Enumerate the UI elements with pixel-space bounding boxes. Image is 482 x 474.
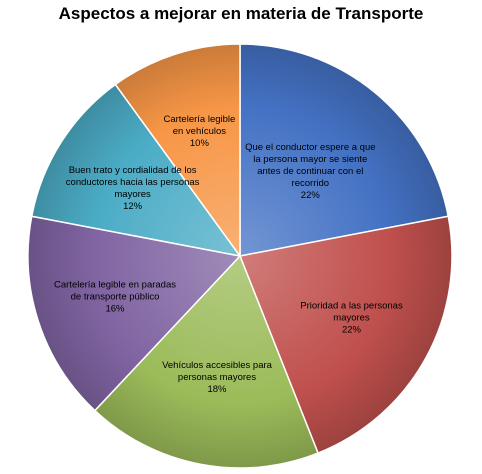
- slice-label-line: mayores: [114, 189, 151, 200]
- slice-label-line: antes de continuar con el: [257, 166, 363, 177]
- pie-slices: [27, 43, 453, 469]
- slice-percent: 22%: [301, 190, 321, 201]
- slice-label-line: Cartelería legible: [163, 114, 235, 125]
- slice-label-line: de transporte público: [71, 292, 160, 303]
- pie-slice: [93, 254, 320, 469]
- pie-slice: [27, 215, 242, 412]
- pie-slice: [30, 83, 242, 258]
- slice-label-line: la persona mayor se siente: [253, 154, 367, 165]
- slice-label-line: en vehículos: [173, 126, 227, 137]
- slice-percent: 12%: [123, 201, 143, 212]
- pie-slice: [239, 43, 450, 257]
- slice-label-line: Que el conductor espere a que: [245, 142, 375, 153]
- slice-label: Cartelería legible en vehículos 10%: [163, 114, 235, 149]
- slice-percent: 16%: [105, 304, 125, 315]
- slice-label: Prioridad a las personas mayores 22%: [300, 300, 403, 335]
- slice-percent: 22%: [342, 324, 362, 335]
- slice-label-line: Vehículos accesibles para: [162, 360, 273, 371]
- slice-label: Que el conductor espere a que la persona …: [245, 142, 375, 201]
- slice-label-line: Buen trato y cordialidad de los: [69, 165, 197, 176]
- slice-label: Buen trato y cordialidad de los conductor…: [66, 165, 200, 212]
- slice-percent: 18%: [207, 384, 227, 395]
- slice-percent: 10%: [190, 138, 210, 149]
- slice-label-line: Cartelería legible en paradas: [54, 280, 176, 291]
- pie-slice: [238, 215, 453, 455]
- chart-title: Aspectos a mejorar en materia de Transpo…: [58, 4, 424, 23]
- slice-label-line: mayores: [333, 312, 370, 323]
- pie-slice: [114, 43, 241, 259]
- slice-label: Vehículos accesibles para personas mayore…: [162, 360, 273, 395]
- slice-label-line: conductores hacia las personas: [66, 177, 200, 188]
- pie-labels: Que el conductor espere a que la persona …: [54, 114, 403, 395]
- slice-label: Cartelería legible en paradas de transpor…: [54, 280, 176, 315]
- slice-label-line: personas mayores: [178, 372, 256, 383]
- slice-label-line: recorrido: [292, 178, 330, 189]
- slice-label-line: Prioridad a las personas: [300, 300, 403, 311]
